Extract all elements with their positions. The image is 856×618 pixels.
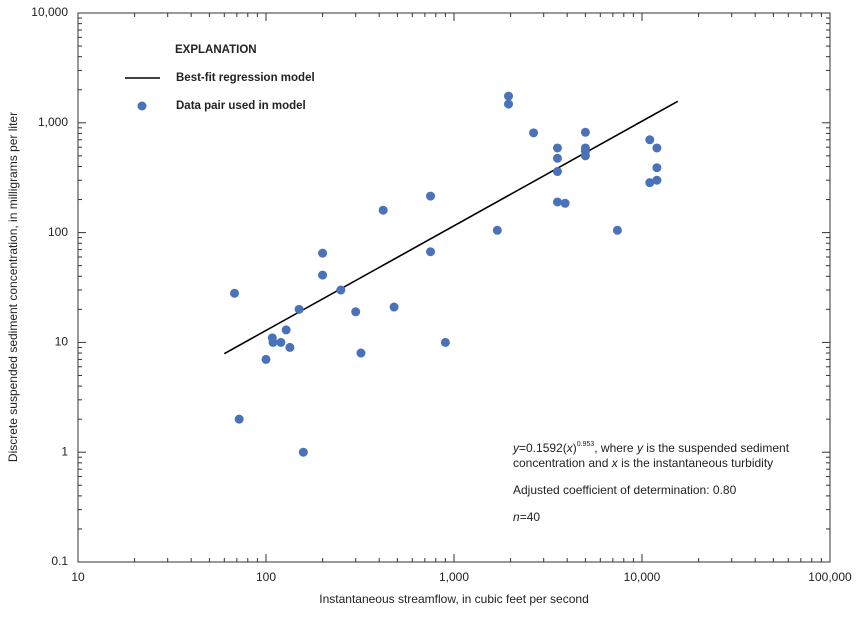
- annotation-run: , where: [594, 441, 637, 455]
- data-point: [336, 285, 346, 295]
- x-tick-label: 1,000: [439, 570, 469, 584]
- data-point: [504, 99, 514, 109]
- data-point: [261, 354, 271, 364]
- data-point: [378, 205, 388, 215]
- annotation: n=40: [513, 510, 540, 524]
- data-point: [645, 135, 655, 145]
- data-point: [318, 270, 328, 280]
- annotation-run: y: [636, 441, 644, 455]
- legend-label: Best-fit regression model: [176, 72, 315, 84]
- annotation-run: =40: [520, 510, 541, 524]
- data-point: [504, 91, 514, 101]
- annotation-run: y: [512, 441, 520, 455]
- annotation-run: concentration and: [513, 456, 612, 470]
- data-point: [529, 128, 539, 138]
- data-point: [552, 167, 562, 177]
- legend-marker: [137, 101, 147, 111]
- legend-label: Data pair used in model: [176, 100, 306, 112]
- data-point: [440, 337, 450, 347]
- y-tick-label: 10: [55, 335, 69, 349]
- data-point: [560, 198, 570, 208]
- plot-frame: [77, 12, 831, 563]
- annotation: concentration and x is the instantaneous…: [513, 456, 773, 470]
- annotation-run: Adjusted coefficient of determination: 0…: [513, 483, 737, 497]
- x-tick-label: 100,000: [808, 570, 852, 584]
- data-point: [276, 337, 286, 347]
- data-point: [492, 225, 502, 235]
- annotation-run: x: [611, 456, 619, 470]
- data-point: [298, 447, 308, 457]
- x-tick-label: 100: [256, 570, 276, 584]
- data-point: [294, 304, 304, 314]
- data-point: [580, 127, 590, 137]
- annotation-run: 0.953: [577, 441, 595, 448]
- legend-title: EXPLANATION: [175, 44, 257, 56]
- data-point: [230, 288, 240, 298]
- data-point: [356, 348, 366, 358]
- data-point: [426, 191, 436, 201]
- data-point: [652, 163, 662, 173]
- annotation-run: is the instantaneous turbidity: [618, 456, 773, 470]
- annotation: Adjusted coefficient of determination: 0…: [513, 483, 737, 497]
- data-point: [552, 153, 562, 163]
- annotation-run: =0.1592(: [519, 441, 567, 455]
- data-point: [652, 143, 662, 153]
- y-tick-label: 0.1: [51, 554, 68, 568]
- y-tick-label: 1: [61, 444, 68, 458]
- data-point: [234, 414, 244, 424]
- data-point: [645, 178, 655, 188]
- data-point: [552, 197, 562, 207]
- annotation-run: ): [573, 441, 577, 455]
- data-point: [612, 225, 622, 235]
- regression-line: [223, 100, 679, 355]
- data-point: [318, 248, 328, 258]
- y-axis-title: Discrete suspended sediment concentratio…: [6, 112, 20, 462]
- x-tick-label: 10,000: [624, 570, 661, 584]
- x-tick-label: 10: [71, 570, 85, 584]
- data-point: [351, 307, 361, 317]
- data-point: [426, 247, 436, 257]
- data-point: [580, 151, 590, 161]
- annotation: y=0.1592(x)0.953, where y is the suspend…: [512, 441, 790, 455]
- y-tick-label: 1,000: [38, 115, 68, 129]
- data-point: [552, 143, 562, 153]
- y-tick-label: 10,000: [31, 5, 68, 19]
- y-tick-label: 100: [48, 225, 68, 239]
- annotation-run: n: [513, 510, 520, 524]
- data-point: [652, 175, 662, 185]
- annotation-run: is the suspended sediment: [643, 441, 790, 455]
- data-point: [281, 325, 291, 335]
- data-point: [285, 342, 295, 352]
- annotation-run: x: [566, 441, 574, 455]
- data-point: [389, 302, 399, 312]
- data-point: [268, 337, 278, 347]
- x-axis-title: Instantaneous streamflow, in cubic feet …: [319, 592, 589, 606]
